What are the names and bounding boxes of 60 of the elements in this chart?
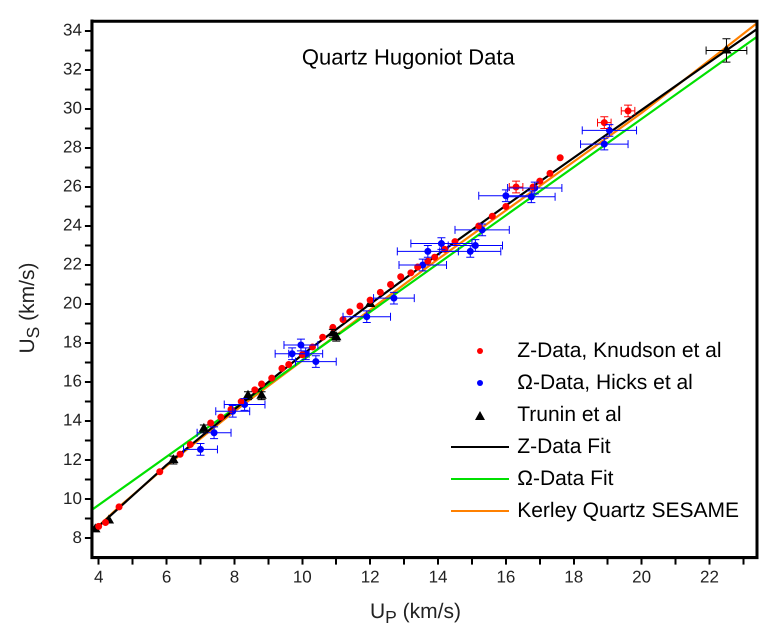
point (376, 288, 384, 296)
y-tick-label: 22 (62, 254, 82, 274)
x-tick-label: 14 (428, 567, 448, 586)
point (536, 178, 544, 185)
point (488, 212, 496, 220)
y-tick-label: 14 (62, 410, 82, 430)
x-tick-label: 10 (292, 567, 312, 586)
y-tick-label: 10 (62, 488, 82, 508)
point (285, 360, 292, 368)
point (268, 374, 276, 382)
point (424, 258, 432, 265)
y-tick-label: 18 (62, 332, 82, 352)
x-tick-label: 16 (496, 567, 516, 586)
x-tick-label: 18 (564, 567, 584, 586)
point (397, 273, 404, 280)
point (431, 254, 438, 261)
text: Quartz Hugoniot Data (302, 44, 516, 70)
y-tick-label: 24 (62, 216, 82, 235)
y-tick-label: 20 (62, 294, 82, 313)
point (502, 203, 510, 210)
point (356, 302, 364, 310)
legend-label: Ω-Data, Hicks et al (517, 370, 693, 396)
point (546, 170, 554, 177)
point (217, 414, 224, 421)
x-tick-label: 4 (94, 567, 104, 586)
legend-label: Trunin et al (517, 402, 622, 428)
y-tick-label: 12 (62, 450, 82, 469)
point (156, 468, 164, 476)
point (102, 518, 109, 526)
x-axis-title: U$_{P}$ (km/s) (368, 600, 462, 628)
point (258, 380, 266, 388)
point (278, 364, 286, 372)
y-tick-label: 16 (62, 372, 82, 391)
x-tick-label: 6 (162, 567, 172, 586)
x-tick-label: 22 (700, 567, 719, 586)
y-tick-label: 30 (62, 98, 82, 118)
legend-label: Z-Data, Knudson et al (517, 338, 722, 364)
point (207, 420, 214, 427)
point (176, 450, 184, 458)
point (407, 269, 414, 276)
point (186, 440, 194, 448)
x-tick-label: 20 (632, 567, 652, 586)
point (556, 154, 564, 162)
y-tick-label: 34 (62, 20, 82, 40)
legend-label: Kerley Quartz SESAME (517, 498, 739, 524)
x-tick-label: 12 (360, 567, 380, 586)
x-tick-label: 8 (230, 567, 240, 586)
y-tick-label: 28 (62, 138, 82, 157)
point (251, 386, 258, 394)
y-tick-label: 26 (62, 176, 82, 196)
legend-label: Z-Data Fit (517, 434, 611, 460)
point (319, 334, 326, 341)
point (346, 308, 354, 316)
point (387, 281, 394, 288)
y-tick-label: 32 (62, 60, 82, 79)
point (366, 296, 374, 304)
y-tick-label: 8 (72, 528, 82, 547)
point (95, 522, 102, 530)
legend-label: Ω-Data Fit (517, 466, 614, 492)
point (116, 503, 123, 510)
